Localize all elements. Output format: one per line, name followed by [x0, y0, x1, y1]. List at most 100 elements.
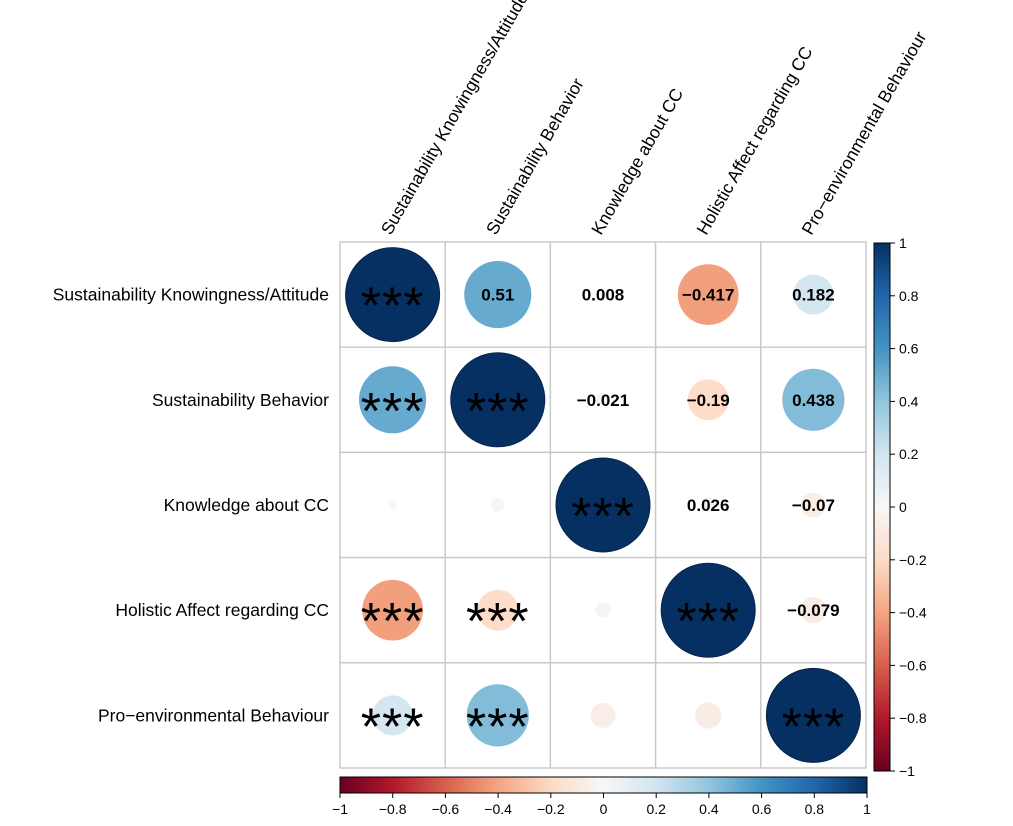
matrix-cell-4-2 — [549, 662, 657, 769]
matrix-cell-2-3: 0.026 — [654, 451, 762, 559]
corr-value-label: −0.079 — [787, 601, 839, 620]
corr-circle-1-0 — [359, 366, 427, 434]
matrix-cell-1-4: 0.438 — [760, 346, 867, 454]
horizontal-colorbar-tick-label: 0.8 — [805, 801, 825, 817]
matrix-cell-4-3 — [654, 662, 762, 769]
corr-circle-1-2 — [596, 392, 610, 407]
vertical-colorbar-tick-label: 1 — [899, 235, 907, 251]
corr-circle-4-2 — [590, 702, 616, 728]
horizontal-colorbar-gradient — [339, 776, 868, 794]
corr-value-label: −0.417 — [682, 286, 734, 305]
corr-value-label: 0.182 — [792, 286, 835, 305]
significance-stars: *** — [361, 278, 425, 336]
corr-circle-4-0 — [372, 695, 413, 736]
matrix-cell-1-2: −0.021 — [549, 346, 657, 454]
significance-stars: *** — [466, 593, 530, 651]
matrix-cell-3-2 — [549, 556, 657, 664]
row-label-sustainability-knowingness-attitude: Sustainability Knowingness/Attitude — [53, 285, 329, 305]
corr-circle-2-1 — [490, 498, 505, 512]
matrix-cell-0-3: −0.417 — [654, 241, 762, 348]
corr-value-label: 0.026 — [687, 496, 730, 515]
row-label-sustainability-behavior: Sustainability Behavior — [152, 390, 329, 410]
col-label-knowledge-about-cc: Knowledge about CC — [587, 85, 687, 238]
significance-stars: *** — [466, 698, 530, 756]
corr-circle-2-2 — [555, 457, 651, 553]
vertical-colorbar: −1 −0.8 −0.6 −0.4 −0.2 0 0.2 0.4 0.6 0.8 1 — [873, 235, 927, 779]
significance-stars: *** — [361, 593, 425, 651]
matrix-cell-1-3: −0.19 — [654, 346, 762, 454]
vertical-colorbar-tick-label: −0.4 — [899, 605, 927, 621]
significance-stars: *** — [361, 698, 425, 756]
matrix-cell-4-1: *** — [444, 662, 552, 769]
horizontal-colorbar-tick-label: −0.2 — [537, 801, 565, 817]
significance-stars: *** — [676, 593, 740, 651]
matrix-cell-0-0: *** — [339, 241, 446, 348]
corr-circle-0-3 — [677, 264, 739, 325]
corr-circle-1-4 — [782, 368, 845, 431]
corr-value-label: 0.438 — [792, 391, 835, 410]
corr-value-label: 0.51 — [481, 286, 514, 305]
horizontal-colorbar-tick-label: −1 — [332, 801, 348, 817]
horizontal-colorbar-tick-label: 0.4 — [699, 801, 719, 817]
corr-circle-3-2 — [595, 602, 611, 618]
cell-border — [654, 662, 762, 769]
matrix-cell-3-3: *** — [654, 556, 762, 664]
corr-circle-2-0 — [388, 500, 397, 510]
vertical-colorbar-tick-label: 0 — [899, 499, 907, 515]
corr-circle-0-4 — [793, 274, 834, 315]
corr-circle-1-1 — [450, 352, 546, 448]
vertical-colorbar-tick-label: 0.6 — [899, 341, 919, 357]
matrix-cell-0-1: 0.51 — [444, 241, 552, 348]
horizontal-colorbar-tick-label: 0.6 — [752, 801, 772, 817]
matrix-cell-4-4: *** — [760, 662, 867, 769]
horizontal-colorbar-tick-label: 0 — [600, 801, 608, 817]
corr-circle-1-3 — [687, 379, 729, 421]
row-label-knowledge-about-cc: Knowledge about CC — [164, 495, 329, 515]
horizontal-colorbar-tick-label: −0.4 — [484, 801, 512, 817]
vertical-colorbar-tick-label: 0.2 — [899, 446, 919, 462]
significance-stars: *** — [782, 698, 846, 756]
vertical-colorbar-tick-label: −0.8 — [899, 710, 927, 726]
vertical-colorbar-gradient — [873, 242, 891, 772]
row-labels: Sustainability Knowingness/Attitude Susta… — [53, 285, 329, 726]
matrix-cell-3-1: *** — [444, 556, 552, 664]
col-label-sustainability-behavior: Sustainability Behavior — [482, 75, 588, 238]
corr-value-label: 0.008 — [582, 286, 625, 305]
corr-circle-4-4 — [765, 667, 861, 763]
vertical-colorbar-tick-label: −0.2 — [899, 552, 927, 568]
column-labels: Sustainability Knowingness/AttitudeSusta… — [377, 0, 931, 238]
vertical-colorbar-tick-label: 0.4 — [899, 393, 919, 409]
corr-circle-3-4 — [800, 596, 827, 624]
corr-circle-3-3 — [660, 562, 756, 658]
matrix-cell-0-4: 0.182 — [760, 241, 867, 348]
corr-value-label: −0.07 — [792, 496, 835, 515]
matrix-cell-2-2: *** — [549, 451, 657, 559]
matrix-cell-2-1 — [444, 451, 552, 559]
matrix-cell-4-0: *** — [339, 662, 446, 769]
matrix-cell-1-0: *** — [339, 346, 446, 454]
corr-circle-0-2 — [598, 290, 608, 299]
horizontal-colorbar: −1 −0.8 −0.6 −0.4 −0.2 0 0.2 0.4 0.6 0.8 1 — [332, 776, 871, 817]
row-label-pro-environmental-behaviour: Pro−environmental Behaviour — [98, 705, 329, 725]
matrix-cell-3-4: −0.079 — [760, 556, 867, 664]
corr-circle-3-1 — [477, 589, 519, 631]
matrix-grid: *** 0.51 0.008 −0.417 0.182 *** *** −0.021 −0.19… — [339, 241, 867, 769]
corr-circle-4-1 — [466, 684, 529, 747]
row-label-holistic-affect-regarding-cc: Holistic Affect regarding CC — [115, 600, 329, 620]
horizontal-colorbar-tick-label: −0.6 — [432, 801, 460, 817]
corr-circle-2-3 — [700, 497, 716, 513]
matrix-cell-2-4: −0.07 — [760, 451, 867, 559]
matrix-cell-2-0 — [339, 451, 446, 559]
corr-value-label: −0.021 — [577, 391, 629, 410]
horizontal-colorbar-tick-label: 1 — [863, 801, 871, 817]
corr-circle-3-0 — [362, 579, 423, 641]
vertical-colorbar-tick-label: −1 — [899, 763, 915, 779]
corr-circle-0-0 — [345, 247, 441, 343]
matrix-cell-1-1: *** — [444, 346, 552, 454]
significance-stars: *** — [361, 383, 425, 441]
corr-circle-4-3 — [694, 702, 722, 729]
col-label-holistic-affect-regarding-cc: Holistic Affect regarding CC — [692, 43, 816, 238]
vertical-colorbar-tick-label: −0.6 — [899, 657, 927, 673]
corr-value-label: −0.19 — [687, 391, 730, 410]
